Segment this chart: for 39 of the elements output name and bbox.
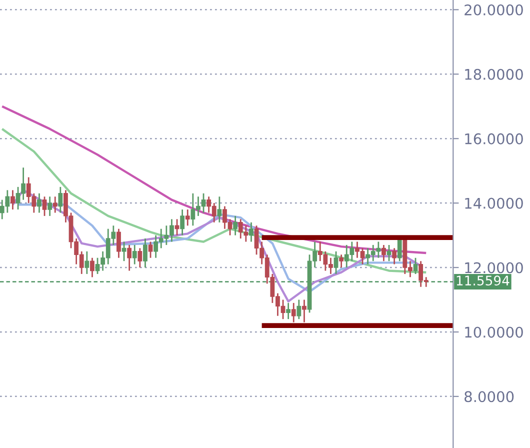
candlestick (386, 244, 392, 262)
candlestick (42, 196, 47, 217)
y-tick-label: 18.0000 (465, 68, 523, 80)
candlestick (84, 250, 90, 275)
candlestick (37, 192, 42, 214)
y-tick-label: 20.0000 (464, 4, 523, 16)
line-series (1, 105, 428, 254)
candlestick (339, 254, 344, 268)
y-tick-label: 10.0000 (465, 326, 523, 338)
y-tick-label: 16.0000 (465, 133, 523, 144)
y-tick-label: 12.0000 (465, 262, 523, 274)
candlestick (302, 299, 306, 323)
candlestick (116, 228, 121, 259)
candlestick (58, 186, 63, 214)
candlestick (382, 244, 386, 262)
candlestick (10, 189, 15, 210)
y-tick-label: 14.0000 (465, 198, 523, 209)
candlestick (148, 241, 153, 259)
candlestick (48, 196, 52, 217)
candlestick (52, 196, 58, 214)
candlestick (392, 247, 397, 265)
candlestick (185, 208, 190, 226)
line-series (1, 128, 428, 274)
candlestick (138, 247, 142, 268)
candlestick (413, 257, 418, 275)
candlestick (286, 302, 291, 320)
candlestick (127, 244, 132, 272)
candlestick (217, 196, 222, 224)
candlestick (132, 244, 137, 265)
ref-line-label: 11.5594 (456, 276, 510, 286)
candlestick (296, 299, 302, 320)
candlestick (180, 208, 185, 236)
candlestick (249, 222, 254, 242)
candlestick (233, 215, 238, 236)
y-tick-label: 8.0000 (464, 391, 514, 402)
candlestick (291, 302, 296, 323)
candlestick (143, 238, 148, 268)
candlestick (334, 250, 338, 275)
candlestick (90, 257, 94, 278)
